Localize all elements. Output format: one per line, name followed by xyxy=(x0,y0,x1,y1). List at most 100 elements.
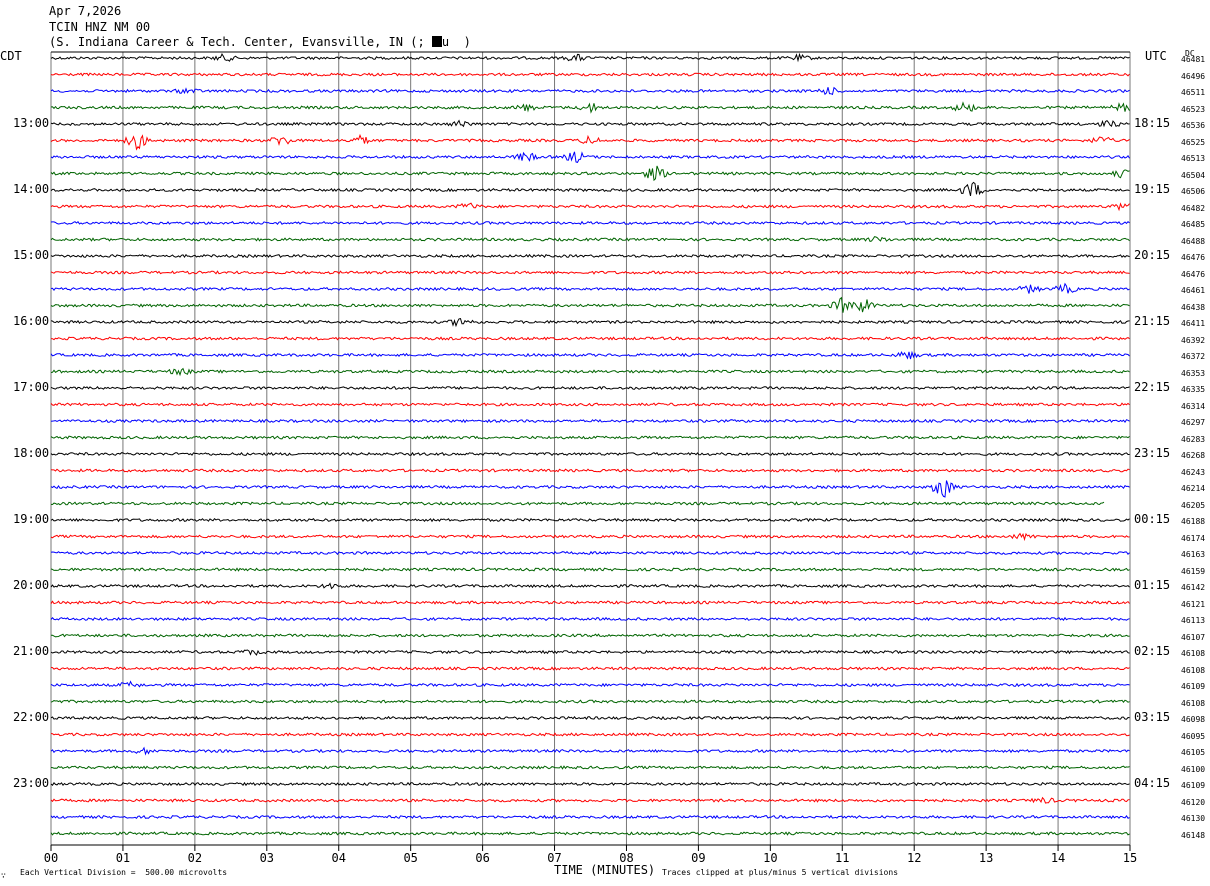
trace-row-26 xyxy=(50,480,1130,498)
trace-row-23 xyxy=(50,435,1130,440)
trace-row-28 xyxy=(50,517,1130,523)
left-time-label-1800: 18:00 xyxy=(13,446,50,460)
trace-row-2 xyxy=(50,86,1130,96)
dc-header-label: DC xyxy=(1185,49,1195,58)
trace-row-40 xyxy=(50,715,1130,721)
x-tick-label-01: 01 xyxy=(116,851,130,865)
trace-row-42 xyxy=(50,746,1130,756)
dc-offset-label: 46513 xyxy=(1181,154,1206,163)
trace-row-47 xyxy=(50,831,1130,836)
dc-offset-label: 46130 xyxy=(1181,814,1206,823)
trace-row-16 xyxy=(50,318,1130,328)
x-axis-title: TIME (MINUTES) xyxy=(554,863,656,877)
dc-offset-label: 46283 xyxy=(1181,434,1206,444)
x-tick-label-02: 02 xyxy=(188,851,202,865)
dc-offset-label: 46188 xyxy=(1181,517,1206,526)
trace-row-19 xyxy=(50,367,1130,377)
trace-row-0 xyxy=(50,52,1130,63)
seismic-traces xyxy=(50,52,1130,836)
trace-row-39 xyxy=(50,699,1130,704)
x-tick-label-03: 03 xyxy=(260,851,274,865)
dc-offset-label: 46105 xyxy=(1181,748,1206,757)
dc-offset-label: 46536 xyxy=(1181,121,1206,130)
trace-row-5 xyxy=(50,133,1130,151)
clip-note: Traces clipped at plus/minus 5 vertical … xyxy=(662,868,899,877)
dc-offset-label: 46392 xyxy=(1181,335,1206,345)
trace-row-27 xyxy=(50,501,1105,506)
trace-row-15 xyxy=(50,296,1130,313)
left-time-label-1400: 14:00 xyxy=(13,182,50,196)
left-time-label-1900: 19:00 xyxy=(13,512,50,526)
dc-offset-label: 46438 xyxy=(1181,302,1206,312)
minute-gridlines xyxy=(50,51,1131,846)
chart-location: (S. Indiana Career & Tech. Center, Evans… xyxy=(49,35,471,49)
left-time-label-1500: 15:00 xyxy=(13,248,50,262)
dc-offset-label: 46476 xyxy=(1181,269,1206,279)
trace-row-35 xyxy=(51,633,1130,638)
right-time-label-0415: 04:15 xyxy=(1134,776,1171,790)
trace-row-46 xyxy=(50,814,1130,820)
dc-offset-label: 46504 xyxy=(1181,170,1206,180)
dc-offset-label: 46372 xyxy=(1181,352,1206,361)
dc-offset-label: 46268 xyxy=(1181,451,1206,460)
dc-offset-label: 46159 xyxy=(1181,566,1206,576)
dc-offset-label: 46163 xyxy=(1181,550,1206,559)
dc-offset-label: 46100 xyxy=(1181,764,1206,774)
trace-row-17 xyxy=(50,336,1130,341)
dc-offset-label: 46120 xyxy=(1181,797,1206,807)
x-tick-label-09: 09 xyxy=(691,851,705,865)
dc-offset-label: 46107 xyxy=(1181,632,1206,642)
trace-row-29 xyxy=(50,532,1130,542)
left-time-label-1700: 17:00 xyxy=(13,380,50,394)
dc-offset-label: 46205 xyxy=(1181,500,1206,510)
x-tick-label-08: 08 xyxy=(619,851,633,865)
dc-offset-label: 46113 xyxy=(1181,616,1206,625)
dc-offset-label: 46109 xyxy=(1181,682,1206,691)
left-time-label-2300: 23:00 xyxy=(13,776,50,790)
x-tick-label-14: 14 xyxy=(1051,851,1065,865)
x-tick-label-10: 10 xyxy=(763,851,777,865)
right-time-label-2215: 22:15 xyxy=(1134,380,1171,394)
dc-offset-label: 46335 xyxy=(1181,385,1206,394)
right-time-label-0015: 00:15 xyxy=(1134,512,1171,526)
trace-row-45 xyxy=(50,796,1130,804)
dc-offset-label: 46108 xyxy=(1181,665,1206,675)
x-tick-label-11: 11 xyxy=(835,851,849,865)
dc-offset-label: 46314 xyxy=(1181,401,1206,411)
trace-row-13 xyxy=(50,270,1130,275)
trace-row-22 xyxy=(50,418,1130,424)
trace-row-1 xyxy=(50,72,1130,77)
trace-row-4 xyxy=(50,119,1130,128)
dc-offset-label: 46095 xyxy=(1181,731,1206,741)
left-time-label-1600: 16:00 xyxy=(13,314,50,328)
trace-row-32 xyxy=(50,582,1130,590)
trace-row-36 xyxy=(50,649,1130,656)
dc-offset-label: 46243 xyxy=(1181,467,1206,477)
trace-row-21 xyxy=(50,402,1130,407)
trace-row-6 xyxy=(50,151,1130,163)
x-tick-label-00: 00 xyxy=(44,851,58,865)
trace-row-9 xyxy=(50,202,1130,212)
x-tick-label-15: 15 xyxy=(1123,851,1137,865)
dc-offset-label: 46108 xyxy=(1181,649,1206,658)
trace-row-11 xyxy=(50,236,1130,242)
x-axis: 00 01 02 03 04 05 06 07 08 09 10 11 12 13 14 15 xyxy=(44,845,1137,865)
dc-offset-label: 46485 xyxy=(1181,220,1206,229)
location-prefix: (S. Indiana Career & Tech. Center, Evans… xyxy=(49,35,425,49)
dc-offset-label: 46148 xyxy=(1181,830,1206,840)
dc-offset-label: 46121 xyxy=(1181,599,1206,609)
dc-offset-label: 46297 xyxy=(1181,418,1206,427)
trace-row-10 xyxy=(50,220,1130,226)
x-tick-label-13: 13 xyxy=(979,851,993,865)
trace-row-37 xyxy=(50,666,1130,671)
trace-row-25 xyxy=(50,468,1130,473)
dc-offset-label: 46174 xyxy=(1181,533,1206,543)
trace-row-33 xyxy=(50,600,1130,605)
dc-offset-label: 46109 xyxy=(1181,781,1206,790)
dc-offset-label: 46098 xyxy=(1181,715,1206,724)
right-timezone-label: UTC xyxy=(1145,49,1167,63)
dc-offset-label: 46511 xyxy=(1181,88,1206,97)
trace-row-44 xyxy=(50,781,1130,787)
dc-offset-label: 46476 xyxy=(1181,253,1206,262)
